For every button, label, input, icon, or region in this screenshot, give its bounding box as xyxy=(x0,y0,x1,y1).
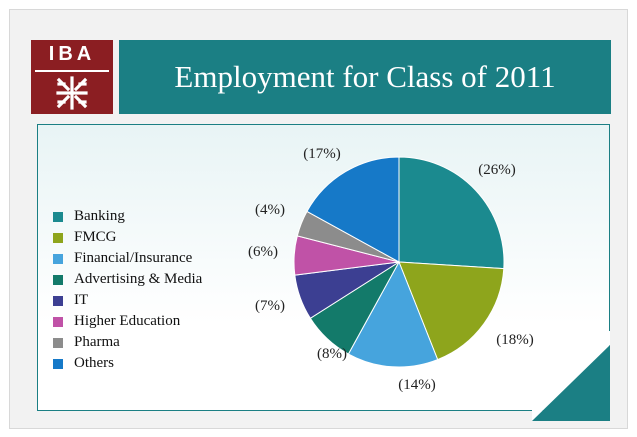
slice-percent-label: (14%) xyxy=(398,377,436,393)
legend-swatch xyxy=(53,358,63,369)
pie-slice xyxy=(306,156,400,263)
pie-slice xyxy=(398,261,505,361)
chart-legend: Banking FMCG Financial/Insurance Advertisin… xyxy=(53,206,202,374)
title-bar: Employment for Class of 2011 xyxy=(119,40,611,114)
legend-item: Banking xyxy=(53,206,202,227)
logo-divider xyxy=(35,70,109,72)
legend-item: IT xyxy=(53,290,202,311)
slice-percent-label: (26%) xyxy=(478,162,516,178)
slice-percent-label: (18%) xyxy=(496,332,534,348)
pie-slice xyxy=(347,260,439,368)
iba-logo: IBA xyxy=(31,40,113,114)
legend-label: FMCG xyxy=(74,229,117,245)
slice-percent-label: (7%) xyxy=(255,298,285,314)
legend-item: Financial/Insurance xyxy=(53,248,202,269)
legend-swatch xyxy=(53,253,63,264)
iba-emblem-icon xyxy=(56,76,88,110)
legend-swatch xyxy=(53,295,63,306)
legend-item: Others xyxy=(53,353,202,374)
legend-item: Pharma xyxy=(53,332,202,353)
slice-percent-label: (8%) xyxy=(317,346,347,362)
logo-text: IBA xyxy=(48,43,96,65)
page-title: Employment for Class of 2011 xyxy=(174,59,556,94)
legend-item: Higher Education xyxy=(53,311,202,332)
legend-item: Advertising & Media xyxy=(53,269,202,290)
page-curl-corner xyxy=(532,331,610,421)
pie-slice xyxy=(398,156,505,270)
legend-label: Banking xyxy=(74,208,125,224)
legend-label: Advertising & Media xyxy=(74,271,203,287)
legend-label: Others xyxy=(74,355,114,371)
legend-label: Higher Education xyxy=(74,313,181,329)
legend-swatch xyxy=(53,337,63,348)
slice-percent-label: (17%) xyxy=(303,146,341,162)
slice-percent-label: (6%) xyxy=(248,244,278,260)
legend-swatch xyxy=(53,274,63,285)
legend-label: Financial/Insurance xyxy=(74,250,193,266)
legend-item: FMCG xyxy=(53,227,202,248)
slice-percent-label: (4%) xyxy=(255,202,285,218)
legend-swatch xyxy=(53,211,63,222)
legend-label: Pharma xyxy=(74,334,120,350)
legend-label: IT xyxy=(74,292,89,308)
legend-swatch xyxy=(53,316,63,327)
legend-swatch xyxy=(53,232,63,243)
